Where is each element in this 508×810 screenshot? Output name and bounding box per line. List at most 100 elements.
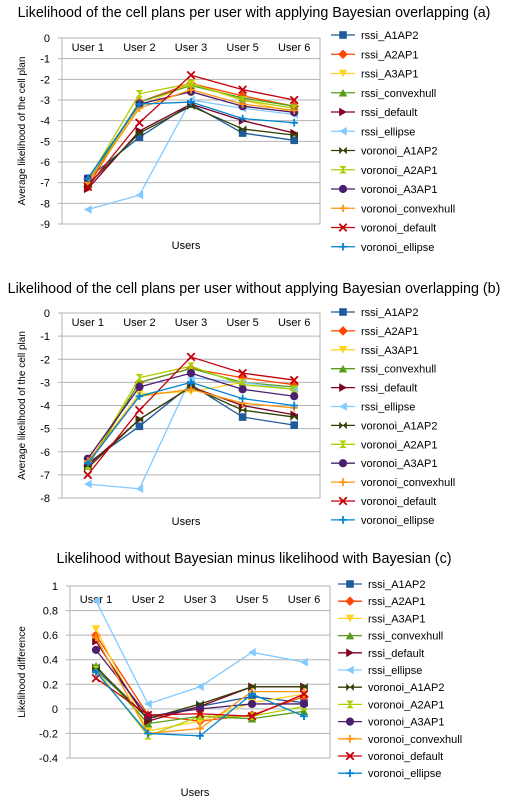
legend-marker	[339, 402, 347, 411]
data-point	[92, 633, 100, 642]
legend-label: rssi_default	[361, 383, 417, 395]
legend-marker	[338, 69, 348, 78]
legend-item-rssi_A3AP1: rssi_A3AP1	[338, 613, 425, 625]
y-tick-label: -0.4	[39, 753, 58, 765]
data-point	[195, 709, 205, 719]
series-voronoi_default	[83, 70, 299, 192]
legend-marker	[345, 631, 355, 640]
legend: rssi_A1AP2 rssi_A2AP1 rssi_A3AP1 rssi_conve…	[338, 579, 462, 780]
plot-area	[61, 37, 321, 225]
data-point	[92, 663, 100, 671]
data-point	[84, 479, 92, 489]
series-line	[87, 105, 295, 186]
legend-marker	[338, 184, 348, 194]
data-point	[290, 106, 298, 115]
legend-item-voronoi_default: voronoi_default	[338, 751, 443, 763]
y-tick-label: -5	[40, 136, 50, 148]
x-axis-label: Users	[172, 516, 201, 528]
legend-marker	[339, 204, 347, 213]
legend-item-rssi_A1AP2: rssi_A1AP2	[331, 30, 418, 42]
y-tick-label: 0	[52, 704, 58, 716]
chart-title: Likelihood without Bayesian minus likeli…	[57, 551, 452, 567]
data-point	[187, 98, 195, 106]
data-point	[91, 645, 101, 654]
legend-marker	[339, 421, 347, 430]
data-point	[91, 625, 101, 633]
legend-marker	[345, 614, 355, 623]
data-point	[135, 100, 144, 108]
data-point	[187, 385, 195, 394]
data-point	[92, 668, 100, 676]
data-point	[290, 385, 298, 394]
legend-item-rssi_ellipse: rssi_ellipse	[331, 402, 415, 414]
legend-label: rssi_A1AP2	[361, 30, 418, 42]
data-point	[83, 470, 93, 480]
chart-2: Likelihood of the cell plans per user wi…	[8, 281, 501, 528]
y-tick-label: 0.8	[43, 606, 58, 618]
y-tick-label: -3	[40, 377, 50, 389]
y-tick-label: -1	[40, 54, 50, 66]
legend-marker	[346, 665, 354, 675]
data-point	[134, 118, 144, 128]
y-axis-label: Average likelihood of the cell plan	[17, 331, 28, 480]
y-tick-label: 0.2	[43, 679, 58, 691]
legend-label: voronoi_default	[361, 496, 436, 508]
x-tick-label: User 5	[236, 594, 268, 606]
legend-marker	[339, 478, 347, 486]
y-axis-label: Likelihood difference	[17, 626, 28, 718]
legend-label: voronoi_A2AP1	[361, 165, 437, 177]
chart-title: Likelihood of the cell plans per user wi…	[18, 5, 491, 21]
data-point	[187, 79, 195, 88]
legend-marker	[339, 165, 347, 174]
data-point	[135, 484, 144, 494]
data-point	[134, 405, 144, 415]
legend-label: voronoi_convexhull	[361, 477, 455, 489]
legend-marker	[346, 648, 354, 658]
data-point	[290, 131, 298, 139]
legend-item-voronoi_A2AP1: voronoi_A2AP1	[331, 439, 437, 451]
x-tick-label: User 2	[123, 317, 155, 329]
y-tick-label: 0	[44, 308, 50, 320]
legend-label: voronoi_ellipse	[361, 242, 434, 254]
legend-item-voronoi_default: voronoi_default	[331, 223, 436, 235]
chart-title: Likelihood of the cell plans per user wi…	[8, 281, 501, 297]
legend-label: voronoi_A1AP2	[368, 682, 444, 694]
legend-label: voronoi_ellipse	[368, 768, 441, 780]
legend-label: rssi_A3AP1	[368, 613, 425, 625]
data-point	[186, 369, 196, 378]
data-point	[135, 373, 144, 382]
x-tick-label: User 3	[175, 42, 207, 54]
legend-label: voronoi_A2AP1	[368, 699, 444, 711]
data-point	[84, 184, 92, 194]
data-point	[186, 352, 196, 362]
y-tick-label: -6	[40, 157, 50, 169]
chart-1: Likelihood of the cell plans per user wi…	[17, 5, 490, 254]
data-point	[247, 699, 257, 709]
x-tick-label: User 6	[288, 594, 320, 606]
legend-marker	[339, 107, 347, 117]
data-point	[248, 648, 256, 657]
data-point	[144, 699, 152, 709]
legend-marker	[338, 364, 348, 373]
legend-item-rssi_convexhull: rssi_convexhull	[338, 631, 443, 643]
legend-item-voronoi_A3AP1: voronoi_A3AP1	[331, 184, 437, 196]
legend-item-rssi_A1AP2: rssi_A1AP2	[331, 307, 418, 319]
data-point	[238, 114, 247, 123]
legend-item-voronoi_A1AP2: voronoi_A1AP2	[331, 420, 437, 432]
series-voronoi_default	[83, 352, 299, 480]
legend-item-rssi_convexhull: rssi_convexhull	[331, 88, 436, 100]
data-point	[238, 100, 247, 108]
legend-label: rssi_ellipse	[368, 665, 422, 677]
legend-marker	[346, 580, 354, 588]
data-point	[238, 413, 247, 421]
legend-item-rssi_default: rssi_default	[338, 648, 424, 660]
legend-label: rssi_ellipse	[361, 402, 415, 414]
y-tick-label: 0	[44, 33, 50, 45]
data-point	[248, 682, 256, 691]
legend-marker	[338, 49, 348, 60]
legend-marker	[339, 31, 347, 39]
y-tick-label: -4	[40, 401, 50, 413]
legend-item-rssi_ellipse: rssi_ellipse	[331, 126, 415, 138]
legend-label: rssi_convexhull	[368, 631, 443, 643]
legend-marker	[345, 596, 355, 606]
